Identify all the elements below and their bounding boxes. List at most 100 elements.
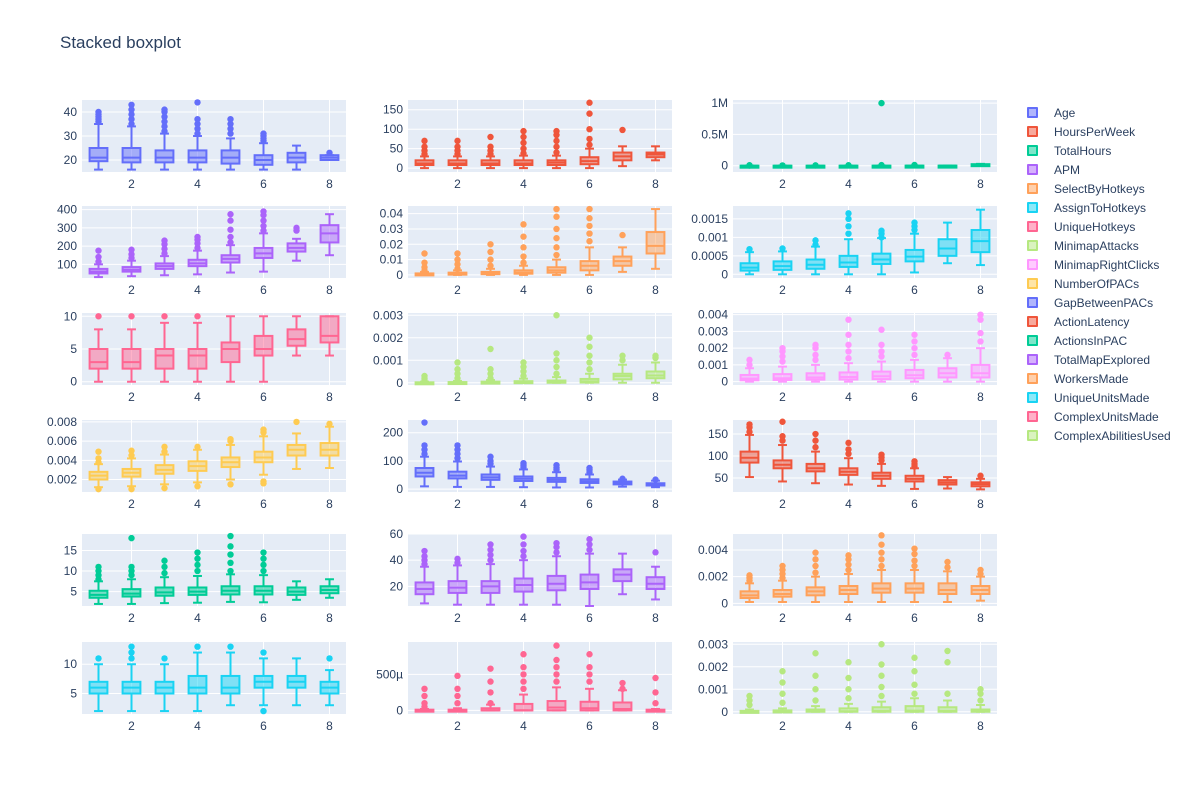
y-tick-label: 0.003 (373, 308, 403, 322)
outlier-point (128, 251, 135, 258)
outlier-point (878, 353, 885, 360)
outlier-point (911, 681, 918, 688)
outlier-point (878, 562, 885, 570)
box-ComplexUnitsMade-8 (645, 674, 666, 713)
outlier-point (161, 557, 168, 564)
x-tick-label: 8 (977, 497, 984, 511)
iqr-box (805, 372, 826, 381)
legend-item[interactable]: APM (1027, 161, 1197, 180)
iqr-box (319, 315, 340, 344)
x-tick-label: 4 (194, 390, 201, 404)
box-ComplexUnitsMade-2 (447, 672, 468, 713)
outlier-point (845, 355, 852, 362)
y-tick-label: 100 (57, 257, 77, 271)
x-tick-label: 2 (128, 283, 135, 297)
outlier-point (845, 210, 852, 217)
outlier-point (227, 120, 234, 128)
box-Age-4 (187, 99, 208, 171)
y-tick-label: 0.003 (698, 324, 728, 338)
box-SelectByHotkeys-3 (480, 241, 501, 276)
legend-item[interactable]: UniqueHotkeys (1027, 218, 1197, 237)
outlier-point (878, 641, 885, 648)
box-Age-2 (121, 101, 142, 171)
outlier-point (128, 563, 135, 571)
outlier-point (161, 569, 168, 577)
iqr-box (838, 371, 859, 381)
box-MinimapRightClicks-2 (772, 344, 793, 383)
iqr-box (904, 705, 925, 713)
legend-item[interactable]: ComplexUnitsMade (1027, 408, 1197, 427)
outlier-point (454, 700, 461, 707)
x-tick-label: 6 (260, 390, 267, 404)
outlier-point (586, 671, 593, 678)
box-MinimapAttacks-5 (546, 312, 567, 384)
x-tick-label: 6 (586, 611, 593, 625)
outlier-point (553, 137, 560, 145)
outlier-point (812, 341, 819, 349)
y-tick-label: 40 (390, 553, 404, 567)
box-APM-8 (319, 213, 340, 257)
y-tick-label: 100 (708, 449, 728, 463)
box-ActionLatency-4 (838, 439, 859, 486)
outlier-point (553, 312, 560, 319)
legend-swatch (1027, 297, 1038, 308)
legend-item[interactable]: WorkersMade (1027, 370, 1197, 389)
legend-item[interactable]: ComplexAbilitiesUsed (1027, 427, 1197, 446)
x-tick-label: 6 (911, 719, 918, 733)
outlier-point (161, 448, 168, 455)
legend-item[interactable]: TotalMapExplored (1027, 351, 1197, 370)
box-UniqueHotkeys-3 (154, 313, 175, 383)
outlier-point (586, 230, 593, 237)
legend-item[interactable]: MinimapAttacks (1027, 237, 1197, 256)
outlier-point (553, 234, 560, 242)
y-tick-label: 0.002 (698, 341, 728, 355)
outlier-point (812, 351, 819, 359)
outlier-point (977, 686, 984, 693)
outlier-point (779, 162, 786, 169)
outlier-point (260, 707, 267, 715)
outlier-point (128, 643, 135, 650)
legend-item[interactable]: SelectByHotkeys (1027, 180, 1197, 199)
y-tick-label: 200 (57, 239, 77, 253)
outlier-point (454, 370, 461, 377)
legend-item[interactable]: TotalHours (1027, 142, 1197, 161)
box-MinimapAttacks-6 (579, 334, 600, 384)
outlier-point (911, 550, 918, 558)
box-ActionLatency-3 (805, 430, 826, 485)
y-tick-label: 0.002 (698, 660, 728, 674)
legend-item[interactable]: GapBetweenPACs (1027, 294, 1197, 313)
y-tick-label: 0 (721, 596, 728, 610)
outlier-point (746, 428, 753, 436)
outlier-point (454, 442, 461, 449)
outlier-point (845, 162, 852, 169)
outlier-point (779, 668, 786, 675)
box-ComplexUnitsMade-3 (480, 665, 501, 712)
outlier-point (586, 651, 593, 658)
outlier-point (161, 113, 168, 121)
outlier-point (128, 452, 135, 459)
legend-item[interactable]: HoursPerWeek (1027, 123, 1197, 142)
outlier-point (95, 313, 102, 320)
outlier-point (977, 690, 984, 697)
outlier-point (845, 674, 852, 682)
legend-item[interactable]: ActionsInPAC (1027, 332, 1197, 351)
legend-item[interactable]: Age (1027, 104, 1197, 123)
outlier-point (553, 149, 560, 156)
x-tick-label: 2 (128, 390, 135, 404)
box-TotalMapExplored-5 (546, 539, 567, 606)
legend-item[interactable]: UniqueUnitsMade (1027, 389, 1197, 408)
outlier-point (977, 697, 984, 704)
outlier-point (812, 444, 819, 451)
legend-item[interactable]: MinimapRightClicks (1027, 256, 1197, 275)
outlier-point (586, 664, 593, 671)
x-tick-label: 2 (128, 611, 135, 625)
box-WorkersMade-1 (739, 572, 760, 603)
legend-item[interactable]: AssignToHotkeys (1027, 199, 1197, 218)
outlier-point (520, 541, 527, 548)
outlier-point (845, 230, 852, 237)
legend-item[interactable]: ActionLatency (1027, 313, 1197, 332)
box-ActionsInPAC-7 (286, 580, 307, 601)
box-HoursPerWeek-3 (480, 133, 501, 170)
box-MinimapRightClicks-6 (904, 331, 925, 383)
legend-item[interactable]: NumberOfPACs (1027, 275, 1197, 294)
